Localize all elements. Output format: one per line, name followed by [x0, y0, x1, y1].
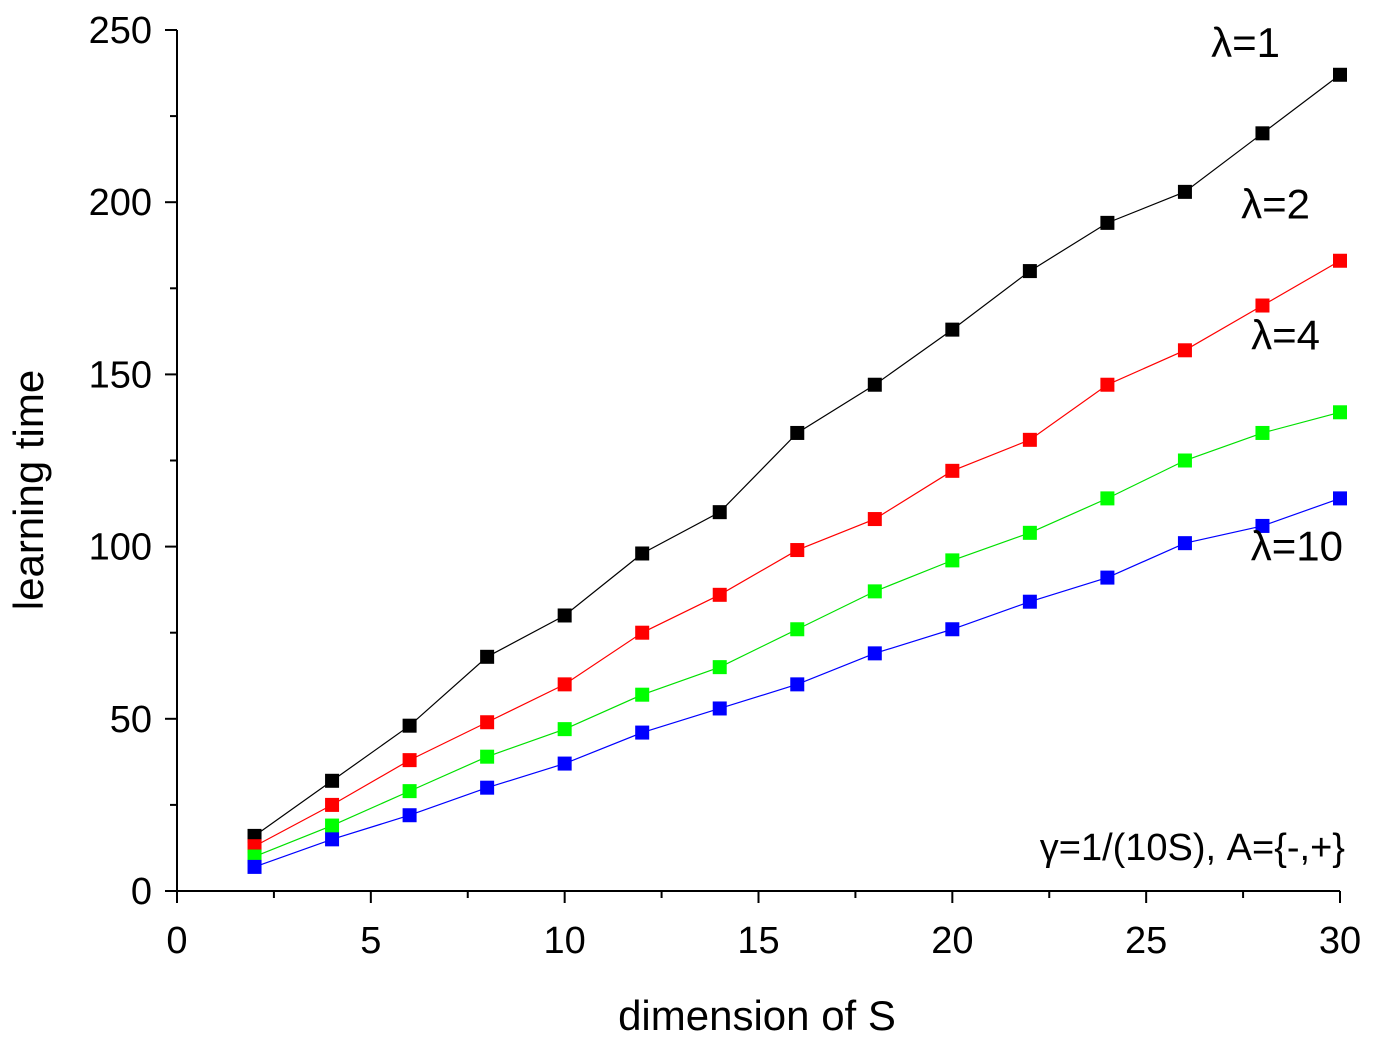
x-tick-label: 25 [1125, 920, 1167, 962]
data-point [402, 718, 417, 733]
y-tick-label: 150 [89, 354, 152, 396]
data-point [635, 725, 650, 740]
data-point [790, 425, 805, 440]
data-point [1100, 570, 1115, 585]
data-point [1022, 594, 1037, 609]
data-point [325, 818, 340, 833]
y-tick-label: 200 [89, 182, 152, 224]
data-point [1022, 432, 1037, 447]
data-point [557, 756, 572, 771]
data-point [480, 715, 495, 730]
data-point [402, 753, 417, 768]
x-tick-label: 15 [737, 920, 779, 962]
series-2: λ=2 [247, 181, 1347, 854]
series-label: λ=1 [1211, 19, 1280, 66]
data-point [1255, 518, 1270, 533]
x-tick-label: 5 [360, 920, 381, 962]
y-axis-title: learning time [5, 370, 52, 610]
data-point [1255, 298, 1270, 313]
data-point [712, 701, 727, 716]
data-point [867, 512, 882, 527]
data-point [790, 677, 805, 692]
series-label: λ=2 [1241, 181, 1310, 228]
data-point [480, 780, 495, 795]
data-point [945, 463, 960, 478]
data-point [1333, 491, 1347, 506]
data-point [1255, 126, 1270, 141]
series-label: λ=4 [1251, 311, 1320, 358]
data-point [557, 677, 572, 692]
data-point [635, 687, 650, 702]
data-point [557, 608, 572, 623]
data-point [402, 808, 417, 823]
data-point [790, 622, 805, 637]
data-point [1022, 264, 1037, 279]
data-point [790, 543, 805, 558]
data-point [1177, 536, 1192, 551]
x-axis-title: dimension of S [618, 992, 896, 1038]
data-point [1177, 453, 1192, 468]
data-point [1100, 215, 1115, 230]
data-point [325, 797, 340, 812]
data-point [712, 587, 727, 602]
data-point [1100, 491, 1115, 506]
data-point [712, 660, 727, 675]
series-4: λ=10 [247, 491, 1347, 874]
data-point [867, 646, 882, 661]
data-point [1177, 184, 1192, 199]
series-1: λ=1 [247, 19, 1347, 843]
data-point [1333, 67, 1347, 82]
data-point [1333, 405, 1347, 420]
y-tick-label: 50 [110, 699, 152, 741]
data-point [1255, 425, 1270, 440]
x-tick-label: 30 [1319, 920, 1361, 962]
data-point [480, 749, 495, 764]
x-tick-label: 20 [931, 920, 973, 962]
data-point [867, 377, 882, 392]
data-point [712, 505, 727, 520]
y-tick-label: 100 [89, 527, 152, 569]
series-label: λ=10 [1251, 522, 1343, 569]
data-point [247, 859, 262, 874]
x-tick-label: 0 [166, 920, 187, 962]
data-point [480, 649, 495, 664]
parameter-annotation: γ=1/(10S), A={-,+} [1040, 827, 1345, 869]
data-point [867, 584, 882, 599]
data-point [1022, 525, 1037, 540]
x-tick-label: 10 [544, 920, 586, 962]
data-point [635, 546, 650, 561]
y-tick-label: 250 [89, 10, 152, 52]
series-3: λ=4 [247, 311, 1347, 864]
data-point [635, 625, 650, 640]
series-line [254, 74, 1341, 837]
data-point [325, 832, 340, 847]
data-point [402, 784, 417, 799]
data-point [1333, 253, 1347, 268]
data-point [557, 722, 572, 737]
data-point [325, 773, 340, 788]
data-point [945, 553, 960, 568]
data-point [945, 322, 960, 337]
data-point [1177, 343, 1192, 358]
data-point [945, 622, 960, 637]
data-point [1100, 377, 1115, 392]
axes: 0 5 10 15 20 25 30 0 50 100 150 200 250 [89, 10, 1362, 962]
series-layer: λ=1 λ=2 λ=4 λ=10 [247, 19, 1347, 874]
y-tick-label: 0 [131, 871, 152, 913]
